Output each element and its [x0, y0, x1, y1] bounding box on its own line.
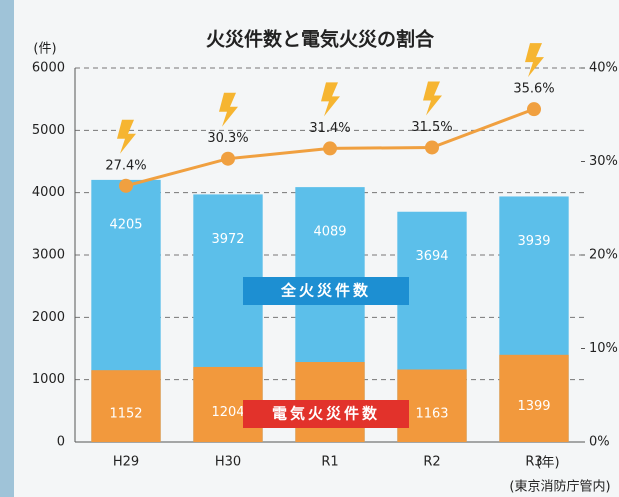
value-label: 3694 [415, 249, 448, 264]
y2-tick-label: 10% [589, 341, 618, 356]
y2-tick-label: 30% [589, 154, 618, 169]
point [527, 102, 541, 116]
y-tick-label: 5000 [32, 123, 65, 138]
value-label: 3939 [517, 234, 550, 249]
x-tick-label: H29 [113, 455, 139, 470]
y-unit: (件) [33, 42, 56, 57]
point [221, 152, 235, 166]
value-label: 4205 [109, 217, 142, 232]
value-label: 30.3% [207, 131, 248, 146]
legend-entry: 電気火災件数 [243, 400, 409, 428]
value-label: 1152 [109, 407, 142, 422]
chart-title: 火災件数と電気火災の割合 [206, 28, 435, 51]
value-label: 1399 [517, 399, 550, 414]
value-label: 35.6% [513, 82, 554, 97]
x-tick-label: H30 [215, 455, 241, 470]
y-tick-label: 1000 [32, 372, 65, 387]
value-label: 27.4% [105, 158, 146, 173]
y-tick-label: 6000 [32, 61, 65, 76]
value-label: 31.4% [309, 121, 350, 136]
x-tick-label: R3 [525, 455, 542, 470]
point [425, 140, 439, 154]
x-tick-label: R1 [321, 455, 338, 470]
y2-tick-label: 40% [589, 61, 618, 76]
value-label: 4089 [313, 225, 346, 240]
y-tick-label: 4000 [32, 185, 65, 200]
point [119, 179, 133, 193]
value-label: 31.5% [411, 120, 452, 135]
value-label: 1163 [415, 406, 448, 421]
y-tick-label: 0 [57, 435, 65, 450]
legend-label: 全火災件数 [280, 282, 371, 300]
legend-label: 電気火災件数 [272, 405, 380, 423]
y-tick-label: 2000 [32, 310, 65, 325]
chart: 火災件数と電気火災の割合 (件) (年) (東京消防庁管内) 010002000… [0, 0, 619, 497]
legend-entry: 全火災件数 [243, 277, 409, 305]
source-note: (東京消防庁管内) [509, 479, 610, 495]
y2-tick-label: 0% [589, 435, 610, 450]
panel-edge [0, 0, 14, 497]
y2-tick-label: 20% [589, 248, 618, 263]
y-tick-label: 3000 [32, 248, 65, 263]
value-label: 1204 [211, 405, 244, 420]
x-tick-label: R2 [423, 455, 440, 470]
point [323, 141, 337, 155]
value-label: 3972 [211, 232, 244, 247]
